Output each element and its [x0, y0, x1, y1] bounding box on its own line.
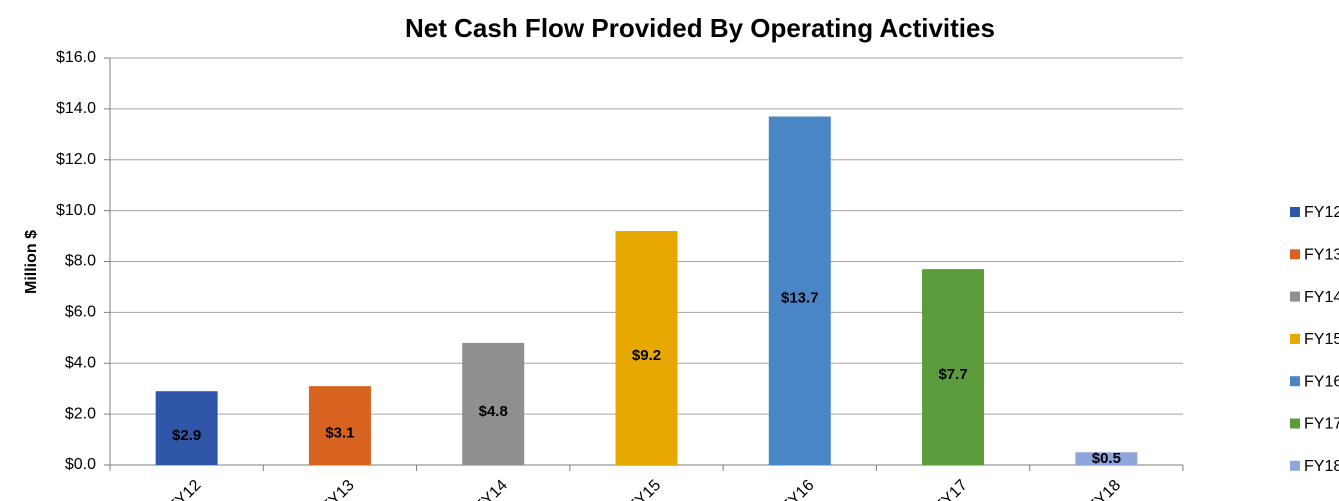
bar [922, 269, 985, 465]
y-tick-label: $10.0 [56, 202, 96, 219]
legend-label: FY13 [1304, 247, 1339, 264]
bar [462, 342, 525, 465]
legend-swatch [1290, 460, 1300, 471]
x-tick-label: FY15 [625, 477, 664, 501]
bar [1075, 452, 1138, 465]
legend-label: FY12 [1304, 204, 1339, 221]
data-label: $0.5 [1092, 450, 1121, 467]
x-tick-label: FY16 [779, 477, 818, 501]
data-label: $2.9 [172, 427, 201, 444]
legend-label: FY18 [1304, 458, 1339, 475]
legend-label: FY17 [1304, 416, 1339, 433]
y-tick-label: $0.0 [65, 456, 96, 473]
legend-swatch [1290, 207, 1300, 217]
y-tick-label: $14.0 [56, 100, 96, 117]
bar [308, 386, 371, 465]
legend-swatch [1290, 249, 1300, 260]
x-tick-label: FY12 [165, 477, 204, 501]
y-axis-label: Million $ [23, 230, 40, 294]
data-label: $7.7 [938, 366, 967, 383]
bar [768, 116, 831, 465]
y-tick-label: $6.0 [65, 304, 96, 321]
x-tick-label: FY17 [932, 477, 971, 501]
x-tick-label: FY14 [472, 477, 511, 501]
legend-label: FY15 [1304, 331, 1339, 348]
data-label: $3.1 [325, 425, 354, 442]
x-tick-label: FY18 [1085, 477, 1124, 501]
x-tick-label: FY13 [319, 477, 358, 501]
data-label: $4.8 [479, 403, 508, 420]
legend-swatch [1290, 291, 1300, 302]
legend-swatch [1290, 376, 1300, 387]
bar [155, 391, 218, 465]
y-tick-label: $12.0 [56, 151, 96, 168]
legend-label: FY14 [1304, 289, 1339, 306]
data-label: $9.2 [632, 347, 661, 364]
legend-swatch [1290, 333, 1300, 344]
y-tick-label: $4.0 [65, 354, 96, 371]
bar [615, 230, 678, 465]
y-tick-label: $8.0 [65, 253, 96, 270]
legend-label: FY16 [1304, 373, 1339, 390]
legend-swatch [1290, 418, 1300, 429]
y-tick-label: $16.0 [56, 49, 96, 66]
chart-title: Net Cash Flow Provided By Operating Acti… [405, 13, 995, 43]
y-tick-label: $2.0 [65, 405, 96, 422]
data-label: $13.7 [781, 290, 819, 307]
